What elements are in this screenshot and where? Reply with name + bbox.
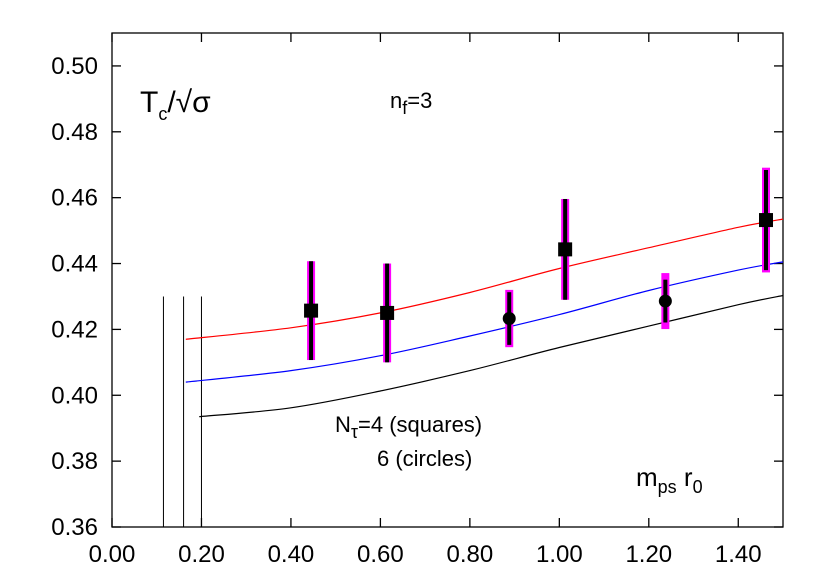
axis-ticks <box>111 33 783 528</box>
nf-label: nf=3 <box>390 88 432 118</box>
x-tick-label: 0.00 <box>89 541 136 568</box>
square-point <box>304 261 319 361</box>
fit-curve <box>185 261 784 383</box>
y-tick-label: 0.36 <box>51 514 98 541</box>
circles-label: 6 (circles) <box>377 446 472 471</box>
x-axis-label: mps r0 <box>636 462 703 497</box>
square-point <box>380 263 395 363</box>
circle-point <box>502 289 516 348</box>
fit-curve <box>185 218 784 340</box>
ntau-label: Nτ=4 (squares) <box>335 412 482 442</box>
y-tick-label: 0.46 <box>51 185 98 212</box>
circle-point <box>658 273 672 330</box>
fit-curves <box>185 218 784 418</box>
x-tick-label: 1.40 <box>715 541 762 568</box>
square-marker <box>304 303 319 318</box>
y-tick-label: 0.40 <box>51 382 98 409</box>
square-point <box>759 167 774 273</box>
y-tick-label: 0.42 <box>51 316 98 343</box>
x-tick-label: 0.20 <box>178 541 225 568</box>
square-marker <box>558 242 573 257</box>
vertical-lines <box>162 296 202 527</box>
y-tick-label: 0.38 <box>51 448 98 475</box>
square-point <box>558 198 573 300</box>
y-tick-label: 0.44 <box>51 251 98 278</box>
y-tick-label: 0.50 <box>51 53 98 80</box>
circle-marker <box>658 294 672 308</box>
title-label: Tc/√σ <box>140 86 211 124</box>
plot-frame <box>111 32 784 528</box>
x-tick-label: 0.40 <box>268 541 315 568</box>
square-marker <box>380 305 395 320</box>
tick-labels: 0.00 0.20 0.40 0.60 0.80 1.00 1.20 1.40 0.36 0.38… <box>51 53 761 568</box>
y-tick-label: 0.48 <box>51 119 98 146</box>
data-points <box>304 167 774 363</box>
x-tick-label: 1.00 <box>536 541 583 568</box>
x-tick-label: 0.80 <box>447 541 494 568</box>
circle-marker <box>502 312 516 326</box>
square-marker <box>759 213 774 228</box>
x-tick-label: 0.60 <box>357 541 404 568</box>
fit-curve <box>199 294 784 418</box>
x-tick-label: 1.20 <box>625 541 672 568</box>
